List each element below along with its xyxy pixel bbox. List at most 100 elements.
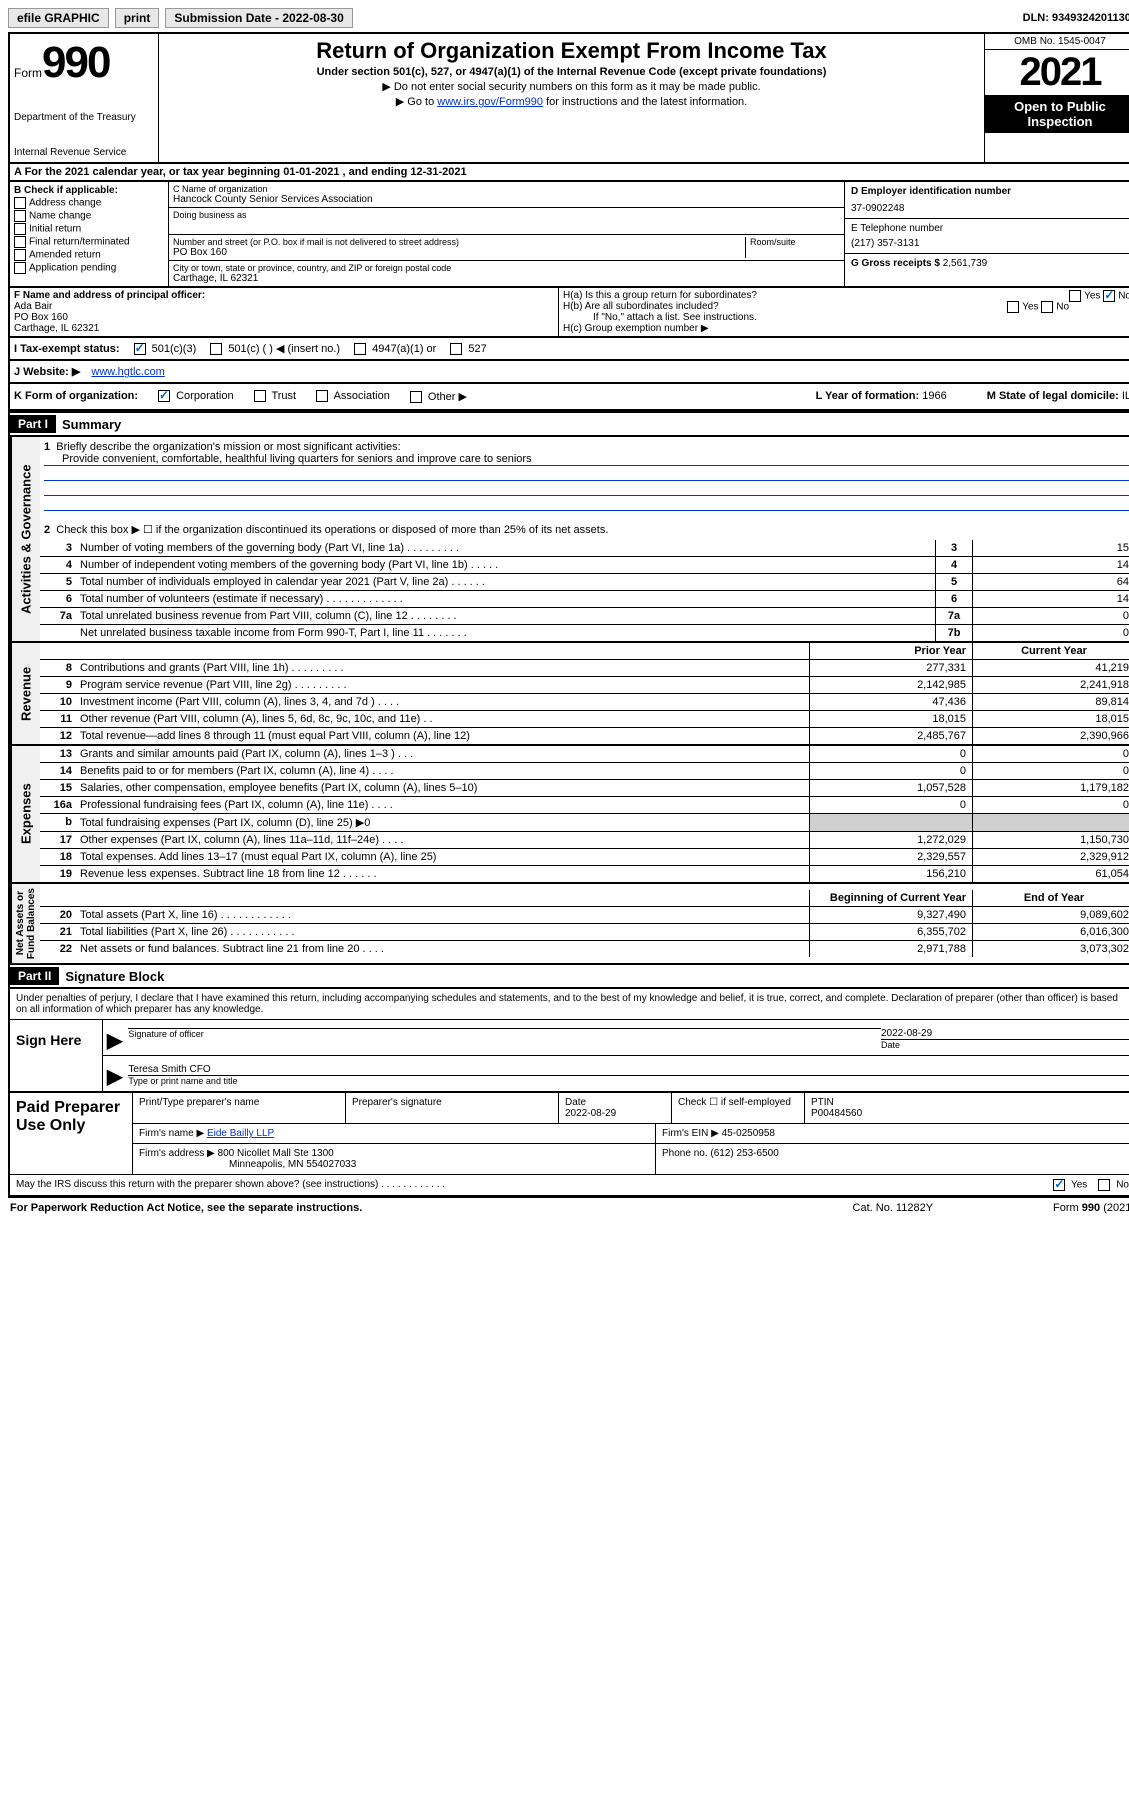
- officer-name-title: Teresa Smith CFO: [128, 1064, 1129, 1075]
- declaration-text: Under penalties of perjury, I declare th…: [10, 989, 1129, 1020]
- checkbox-corporation[interactable]: Corporation: [158, 390, 234, 403]
- summary-line: bTotal fundraising expenses (Part IX, co…: [40, 814, 1129, 832]
- sig-date-label: Date: [881, 1039, 1129, 1050]
- form-header: Form990 Department of the Treasury Inter…: [8, 32, 1129, 164]
- na-header: Beginning of Current Year End of Year: [40, 890, 1129, 907]
- paid-preparer-label: Paid Preparer Use Only: [10, 1093, 133, 1174]
- prep-date: 2022-08-29: [565, 1108, 616, 1119]
- submission-date-button[interactable]: Submission Date - 2022-08-30: [165, 8, 352, 28]
- discuss-yes-checkbox[interactable]: [1053, 1179, 1065, 1191]
- k-label: K Form of organization:: [14, 390, 138, 403]
- efile-button[interactable]: efile GRAPHIC: [8, 8, 109, 28]
- officer-addr2: Carthage, IL 62321: [14, 323, 554, 334]
- firm-addr2: Minneapolis, MN 554027033: [139, 1159, 356, 1170]
- firm-name-link[interactable]: Eide Bailly LLP: [207, 1128, 274, 1139]
- d-label: D Employer identification number: [851, 186, 1129, 197]
- hb-no-checkbox[interactable]: [1041, 301, 1053, 313]
- summary-line: 16aProfessional fundraising fees (Part I…: [40, 797, 1129, 814]
- mission-text: Provide convenient, comfortable, healthf…: [44, 453, 1129, 466]
- sig-officer-label: Signature of officer: [128, 1028, 881, 1039]
- dept-treasury: Department of the Treasury: [14, 112, 154, 123]
- checkbox-association[interactable]: Association: [316, 390, 390, 403]
- checkbox-name-change[interactable]: Name change: [14, 210, 164, 222]
- expenses-section: Expenses 13Grants and similar amounts pa…: [8, 746, 1129, 884]
- discuss-question: May the IRS discuss this return with the…: [16, 1179, 445, 1191]
- ha-yes-checkbox[interactable]: [1069, 290, 1081, 302]
- firm-phone: (612) 253-6500: [710, 1148, 778, 1159]
- sign-here-label: Sign Here: [10, 1020, 103, 1091]
- footer: For Paperwork Reduction Act Notice, see …: [8, 1197, 1129, 1218]
- checkbox-527[interactable]: 527: [450, 343, 486, 355]
- checkbox-amended-return[interactable]: Amended return: [14, 249, 164, 261]
- section-b-checkboxes: B Check if applicable: Address change Na…: [10, 182, 169, 286]
- prep-name-label: Print/Type preparer's name: [133, 1093, 346, 1123]
- checkbox-501c3[interactable]: 501(c)(3): [134, 343, 197, 355]
- state-domicile: IL: [1122, 390, 1129, 402]
- summary-line: 6Total number of volunteers (estimate if…: [40, 591, 1129, 608]
- summary-line: Net unrelated business taxable income fr…: [40, 625, 1129, 641]
- c-label: C Name of organization: [173, 184, 840, 194]
- checkbox-application-pending[interactable]: Application pending: [14, 262, 164, 274]
- checkbox-address-change[interactable]: Address change: [14, 197, 164, 209]
- officer-name: Ada Bair: [14, 301, 554, 312]
- irs-link[interactable]: www.irs.gov/Form990: [437, 96, 543, 108]
- phone-value: (217) 357-3131: [851, 238, 1129, 249]
- summary-line: 4Number of independent voting members of…: [40, 557, 1129, 574]
- vtab-activities: Activities & Governance: [10, 437, 40, 641]
- self-employed-check[interactable]: Check ☐ if self-employed: [672, 1093, 805, 1123]
- ptin-value: P00484560: [811, 1108, 862, 1119]
- addr-label: Number and street (or P.O. box if mail i…: [173, 237, 745, 247]
- checkbox-final-return[interactable]: Final return/terminated: [14, 236, 164, 248]
- e-label: E Telephone number: [851, 223, 1129, 234]
- org-name: Hancock County Senior Services Associati…: [173, 194, 840, 205]
- form-number: 990: [42, 38, 109, 87]
- summary-line: 14Benefits paid to or for members (Part …: [40, 763, 1129, 780]
- checkbox-4947[interactable]: 4947(a)(1) or: [354, 343, 436, 355]
- summary-line: 10Investment income (Part VIII, column (…: [40, 694, 1129, 711]
- summary-line: 12Total revenue—add lines 8 through 11 (…: [40, 728, 1129, 744]
- ha-no-checkbox[interactable]: [1103, 290, 1115, 302]
- checkbox-trust[interactable]: Trust: [254, 390, 297, 403]
- part2-header: Part II Signature Block: [8, 965, 1129, 989]
- hb-note: If "No," attach a list. See instructions…: [563, 312, 1129, 323]
- city-state-zip: Carthage, IL 62321: [173, 273, 840, 284]
- cat-no: Cat. No. 11282Y: [853, 1202, 934, 1214]
- subtitle-2: ▶ Do not enter social security numbers o…: [167, 80, 976, 93]
- vtab-revenue: Revenue: [10, 643, 40, 744]
- street-address: PO Box 160: [173, 247, 745, 258]
- dln-label: DLN: 93493242011302: [1023, 12, 1129, 24]
- summary-line: 18Total expenses. Add lines 13–17 (must …: [40, 849, 1129, 866]
- b-label: B Check if applicable:: [14, 185, 164, 196]
- activities-governance-section: Activities & Governance 1 Briefly descri…: [8, 437, 1129, 643]
- dba-label: Doing business as: [173, 210, 840, 220]
- signature-block: Under penalties of perjury, I declare th…: [8, 989, 1129, 1197]
- part1-header: Part I Summary: [8, 411, 1129, 437]
- form-ref: Form 990 (2021): [1053, 1202, 1129, 1214]
- checkbox-initial-return[interactable]: Initial return: [14, 223, 164, 235]
- j-label: J Website: ▶: [14, 366, 80, 378]
- checkbox-other[interactable]: Other ▶: [410, 390, 467, 403]
- hc-label: H(c) Group exemption number ▶: [563, 323, 1129, 334]
- print-button[interactable]: print: [115, 8, 160, 28]
- ha-row: H(a) Is this a group return for subordin…: [563, 290, 1129, 301]
- website-link[interactable]: www.hgtlc.com: [91, 366, 164, 378]
- hb-yes-checkbox[interactable]: [1007, 301, 1019, 313]
- summary-line: 5Total number of individuals employed in…: [40, 574, 1129, 591]
- summary-line: 21Total liabilities (Part X, line 26) . …: [40, 924, 1129, 941]
- discuss-no-checkbox[interactable]: [1098, 1179, 1110, 1191]
- row-a-taxyear: A For the 2021 calendar year, or tax yea…: [8, 164, 1129, 182]
- summary-line: 17Other expenses (Part IX, column (A), l…: [40, 832, 1129, 849]
- website-row: J Website: ▶ www.hgtlc.com: [8, 361, 1129, 384]
- vtab-expenses: Expenses: [10, 746, 40, 882]
- g-label: G Gross receipts $: [851, 258, 940, 269]
- pra-notice: For Paperwork Reduction Act Notice, see …: [10, 1202, 362, 1214]
- revenue-section: Revenue Prior Year Current Year 8Contrib…: [8, 643, 1129, 746]
- form-title: Return of Organization Exempt From Incom…: [167, 38, 976, 64]
- sig-date-value: 2022-08-29: [881, 1028, 1129, 1039]
- summary-line: 7aTotal unrelated business revenue from …: [40, 608, 1129, 625]
- arrow-icon: ▶: [107, 1028, 128, 1053]
- type-name-label: Type or print name and title: [128, 1075, 1129, 1086]
- irs-label: Internal Revenue Service: [14, 147, 154, 158]
- checkbox-501c[interactable]: 501(c) ( ) ◀ (insert no.): [210, 342, 340, 355]
- i-label: I Tax-exempt status:: [14, 343, 120, 355]
